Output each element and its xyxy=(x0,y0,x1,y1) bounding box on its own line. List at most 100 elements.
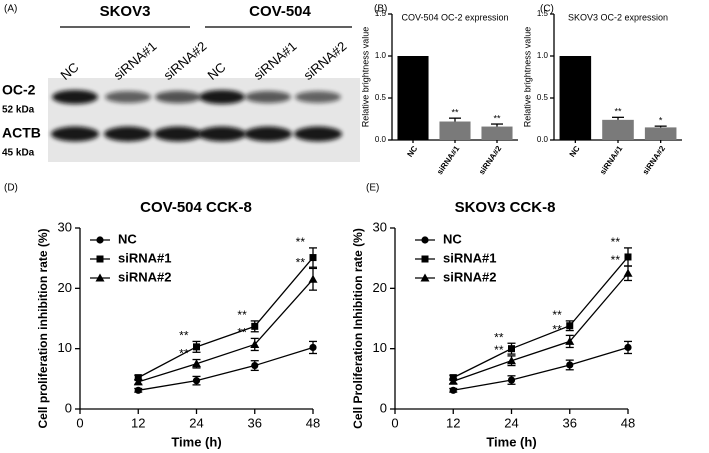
y-tick-label: 0.5 xyxy=(375,93,387,102)
legend-label: siRNA#2 xyxy=(118,269,171,284)
legend-label: siRNA#1 xyxy=(118,250,171,265)
significance: ** xyxy=(493,113,501,123)
x-tick-label: 0 xyxy=(391,415,398,430)
band xyxy=(244,126,292,142)
group-label: COV-504 xyxy=(249,3,311,20)
y-axis-label: Cell Proliferation Inhibition rate (%) xyxy=(351,228,365,429)
panel-label: (C) xyxy=(540,4,554,15)
band xyxy=(104,126,152,142)
y-tick-label: 0 xyxy=(65,400,72,415)
data-point xyxy=(565,336,575,345)
x-axis-label: Time (h) xyxy=(486,434,536,449)
data-point xyxy=(624,343,632,352)
y-tick-label: 30 xyxy=(373,219,387,234)
row-label: ACTB xyxy=(2,125,41,141)
series-line xyxy=(138,346,314,391)
data-point xyxy=(133,377,143,386)
blot-membrane xyxy=(48,78,360,162)
x-tick-label: 24 xyxy=(504,415,518,430)
chart-title: COV-504 OC-2 expression xyxy=(401,12,508,22)
x-tick-label: siRNA#1 xyxy=(598,144,625,177)
data-point xyxy=(250,339,260,348)
x-tick-label: NC xyxy=(568,144,582,159)
lane-label: siRNA#1 xyxy=(110,38,159,82)
legend-label: NC xyxy=(443,231,462,246)
x-axis-label: Time (h) xyxy=(171,434,221,449)
legend-marker xyxy=(420,273,430,282)
panel-label: (B) xyxy=(374,4,387,15)
band xyxy=(51,126,99,142)
panel-label: (E) xyxy=(366,183,379,194)
data-point xyxy=(308,274,318,283)
data-point xyxy=(566,322,574,330)
y-tick-label: 1.5 xyxy=(375,9,387,18)
x-tick-label: 48 xyxy=(621,415,635,430)
significance: * xyxy=(659,116,663,126)
significance: ** xyxy=(237,308,247,322)
band xyxy=(198,126,246,142)
row-size: 45 kDa xyxy=(2,148,35,159)
band xyxy=(52,90,98,104)
y-tick-label: 0 xyxy=(380,400,387,415)
y-tick-label: 0.0 xyxy=(537,135,549,144)
row-label: OC-2 xyxy=(2,82,36,98)
data-point xyxy=(508,345,515,353)
data-point xyxy=(449,386,457,394)
significance: ** xyxy=(494,330,504,344)
legend-marker xyxy=(96,255,104,263)
data-point xyxy=(251,322,259,330)
y-axis-label: Relative brightness value xyxy=(522,27,532,128)
band xyxy=(245,91,291,103)
panel-label: (A) xyxy=(4,4,17,15)
band xyxy=(199,90,245,104)
series-line xyxy=(453,346,629,391)
panel-label: (D) xyxy=(4,183,18,194)
chart-title: SKOV3 CCK-8 xyxy=(455,199,556,216)
significance: ** xyxy=(179,347,189,361)
chart-title: SKOV3 OC-2 expression xyxy=(568,12,668,22)
y-tick-label: 0.0 xyxy=(375,135,387,144)
significance: ** xyxy=(296,256,306,270)
significance: ** xyxy=(451,108,459,118)
bar xyxy=(559,56,592,140)
legend-marker xyxy=(421,255,429,263)
bar xyxy=(602,119,634,140)
x-tick-label: NC xyxy=(405,144,419,159)
y-tick-label: 1.5 xyxy=(537,9,549,18)
significance: ** xyxy=(611,253,621,267)
band xyxy=(154,126,202,142)
lane-label: siRNA#2 xyxy=(300,38,349,82)
data-point xyxy=(134,386,142,394)
bar xyxy=(439,121,471,140)
significance: ** xyxy=(179,329,189,343)
series-line xyxy=(453,272,629,382)
chart-title: COV-504 CCK-8 xyxy=(140,199,252,216)
data-point xyxy=(309,343,317,352)
data-point xyxy=(448,376,458,385)
data-point xyxy=(193,343,200,351)
series-line xyxy=(138,278,314,383)
lane-label: siRNA#2 xyxy=(160,38,209,82)
data-point xyxy=(566,361,574,369)
bar xyxy=(644,127,677,140)
x-tick-label: 36 xyxy=(248,415,262,430)
bar xyxy=(397,56,429,140)
x-tick-label: 36 xyxy=(563,415,577,430)
band xyxy=(294,126,342,142)
data-point xyxy=(507,356,516,365)
y-tick-label: 20 xyxy=(58,280,72,295)
y-tick-label: 1.0 xyxy=(375,51,387,60)
significance: ** xyxy=(494,343,504,357)
y-axis-label: Cell proliferation inhibition rate (%) xyxy=(36,228,50,428)
legend-marker xyxy=(95,273,105,282)
x-tick-label: siRNA#2 xyxy=(477,144,504,177)
legend-label: siRNA#2 xyxy=(443,269,496,284)
group-label: SKOV3 xyxy=(100,3,151,20)
y-tick-label: 0.5 xyxy=(537,93,549,102)
data-point xyxy=(624,253,632,261)
significance: ** xyxy=(614,107,622,117)
data-point xyxy=(623,268,633,277)
significance: ** xyxy=(611,235,621,249)
